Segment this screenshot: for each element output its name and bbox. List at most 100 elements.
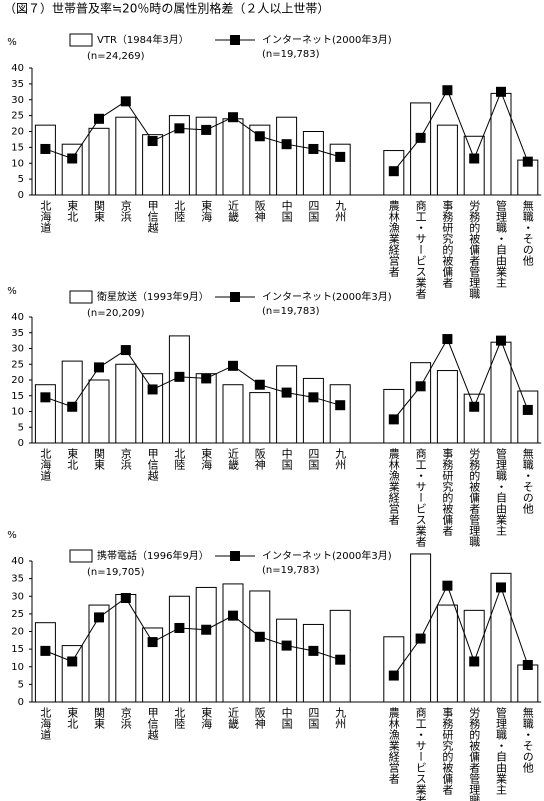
- x-tick-label: 関東: [93, 200, 106, 223]
- bar: [249, 392, 271, 444]
- x-tick-label: 近畿: [227, 707, 240, 730]
- bar: [463, 609, 485, 703]
- marker: [522, 156, 533, 167]
- y-tick-label: 40: [11, 63, 24, 74]
- bar: [88, 127, 110, 196]
- x-tick-label: 商工・サービス業者: [414, 199, 427, 300]
- y-tick-label: 0: [18, 190, 24, 201]
- bar: [463, 135, 485, 196]
- marker: [415, 132, 426, 143]
- bar: [168, 335, 190, 444]
- bar: [329, 384, 351, 444]
- marker: [281, 640, 292, 651]
- x-tick-label: 甲信越: [146, 707, 159, 741]
- legend-note: (n=24,269): [87, 51, 145, 62]
- x-tick-label: 東北: [66, 448, 79, 470]
- y-tick-label: 40: [11, 312, 24, 323]
- marker: [388, 670, 399, 681]
- x-tick-label: 四国: [307, 448, 320, 471]
- bar: [302, 377, 324, 444]
- bar: [302, 131, 324, 196]
- legend-marker: [230, 551, 240, 561]
- y-tick-label: 0: [18, 438, 24, 449]
- bar: [115, 116, 137, 196]
- y-tick-label: 35: [11, 79, 24, 90]
- bar: [436, 604, 458, 703]
- legend-note: (n=20,209): [87, 308, 145, 319]
- x-tick-label: 東海: [200, 448, 213, 471]
- x-tick-label: 京浜: [119, 199, 132, 223]
- x-tick-label: 九州: [334, 200, 347, 222]
- bar: [222, 384, 244, 444]
- x-tick-label: 九州: [334, 448, 347, 470]
- marker: [388, 414, 399, 425]
- x-tick-label: 農林漁業経営者: [387, 447, 400, 526]
- y-tick-label: 25: [11, 359, 24, 370]
- marker: [67, 401, 78, 412]
- marker: [442, 580, 453, 591]
- x-tick-label: 中国: [280, 448, 293, 471]
- bar: [61, 143, 83, 196]
- marker: [174, 622, 185, 633]
- marker: [40, 143, 51, 154]
- marker: [308, 143, 319, 154]
- marker: [147, 384, 158, 395]
- x-tick-label: 阪神: [253, 706, 266, 730]
- y-tick-label: 35: [11, 574, 24, 585]
- marker: [442, 85, 453, 96]
- marker: [254, 631, 265, 642]
- x-tick-label: 農林漁業経営者: [387, 199, 400, 278]
- x-tick-label: 管理職・自由業主: [495, 199, 508, 288]
- y-tick-label: 25: [11, 111, 24, 122]
- x-tick-label: 四国: [307, 200, 320, 223]
- marker: [201, 624, 212, 635]
- marker: [415, 633, 426, 644]
- y-tick-label: 40: [11, 556, 24, 567]
- y-tick-label: 20: [11, 375, 24, 386]
- x-tick-label: 甲信越: [146, 200, 159, 234]
- legend-label: インターネット(2000年3月): [262, 549, 392, 562]
- bar: [222, 118, 244, 196]
- y-tick-label: 15: [11, 391, 24, 402]
- bar: [276, 365, 298, 444]
- legend-marker: [230, 292, 240, 302]
- bar: [490, 572, 512, 703]
- x-tick-label: 北陸: [173, 448, 186, 470]
- y-axis-label: %: [7, 530, 17, 541]
- y-tick-label: 35: [11, 328, 24, 339]
- x-tick-label: 東北: [66, 707, 79, 729]
- bar: [410, 553, 432, 703]
- marker: [388, 166, 399, 177]
- bar: [249, 590, 271, 703]
- bar: [34, 622, 56, 703]
- marker: [254, 379, 265, 390]
- bar: [168, 595, 190, 703]
- marker: [522, 404, 533, 415]
- marker: [147, 637, 158, 648]
- marker: [228, 360, 238, 371]
- marker: [496, 582, 506, 593]
- marker: [335, 151, 346, 162]
- marker: [335, 400, 346, 411]
- x-tick-label: 商工・サービス業者: [414, 447, 427, 548]
- legend-marker: [230, 35, 240, 45]
- y-axis-label: %: [7, 37, 17, 48]
- x-tick-label: 事務研究的被傭者: [441, 200, 454, 289]
- marker: [254, 131, 265, 142]
- bar: [222, 583, 244, 703]
- bar: [329, 143, 351, 196]
- bar: [517, 664, 539, 703]
- marker: [308, 392, 319, 403]
- marker: [201, 373, 212, 384]
- x-tick-label: 京浜: [119, 706, 132, 730]
- legend-swatch: [69, 290, 93, 304]
- x-tick-label: 労務的被傭者管理職: [468, 706, 481, 801]
- legend-note: (n=19,783): [262, 565, 320, 576]
- x-tick-label: 農林漁業経営者: [387, 706, 400, 785]
- marker: [120, 593, 131, 604]
- x-tick-label: 関東: [93, 448, 106, 471]
- bar: [195, 586, 217, 703]
- bar: [436, 370, 458, 444]
- marker: [147, 136, 158, 147]
